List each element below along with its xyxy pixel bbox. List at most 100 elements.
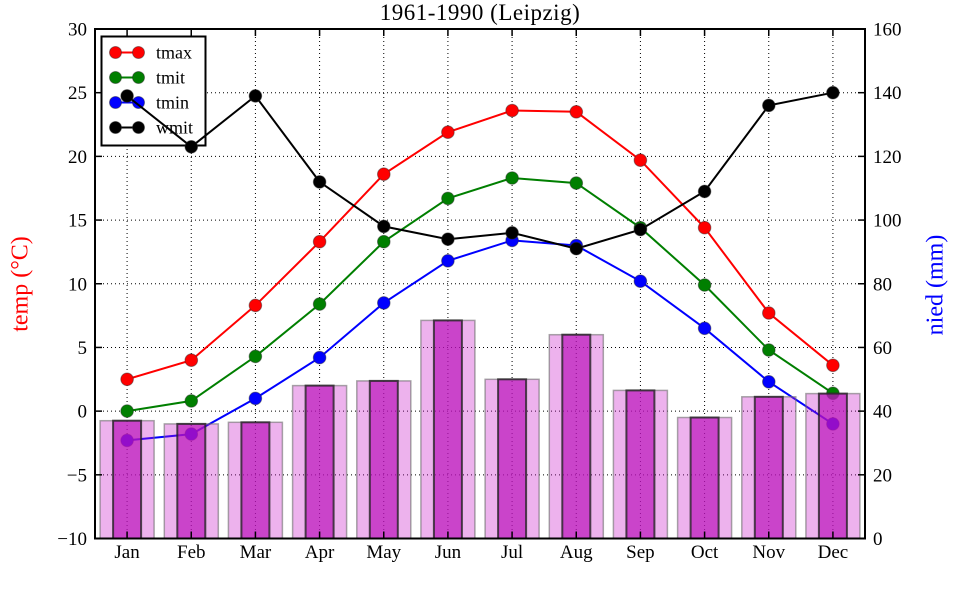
tick-labels: 30 25 20 15 10 5 0 −5 −10 160 140 120 100 80 60 40 20 0 Ja…	[57, 20, 901, 564]
marker-tmin	[248, 391, 263, 406]
marker-tmin	[312, 350, 327, 365]
marker-wmit	[312, 175, 327, 189]
marker-tmax	[633, 153, 648, 167]
month-tick-label: Aug	[560, 542, 593, 563]
tick-marks	[95, 28, 865, 540]
month-tick-label: Dec	[818, 542, 849, 563]
left-tick-label: −5	[67, 465, 87, 486]
marker-tmax	[377, 167, 391, 181]
marker-wmit	[697, 184, 712, 199]
legend-entry-wmit: wmit	[109, 118, 193, 138]
bar-dark	[432, 319, 463, 540]
bar-dark	[625, 389, 656, 540]
month-tick-label: Jun	[435, 542, 462, 563]
month-tick-label: Jan	[114, 542, 140, 563]
left-tick-label: 25	[68, 83, 87, 104]
month-tick-label: Mar	[240, 542, 272, 563]
legend-label-tmin: tmin	[156, 93, 189, 113]
right-axis-title: nied (mm)	[922, 234, 949, 336]
month-tick-label: Sep	[626, 542, 655, 563]
marker-wmit	[762, 98, 776, 113]
series-tmax	[120, 103, 840, 387]
right-tick-label: 100	[873, 211, 902, 232]
marker-tmax	[762, 306, 776, 320]
bar-dark	[304, 384, 335, 540]
left-tick-label: 5	[78, 338, 88, 359]
marker-tmin	[633, 274, 648, 289]
bar-dark	[176, 422, 207, 540]
month-tick-label: Oct	[691, 542, 719, 563]
marker-tmax	[248, 298, 263, 313]
bar-dark	[817, 392, 848, 540]
series-tmin	[120, 233, 840, 448]
marker-tmit	[569, 176, 584, 190]
marker-wmit	[569, 241, 584, 256]
marker-tmit	[697, 278, 712, 292]
month-tick-label: Apr	[305, 542, 335, 563]
marker-tmit	[505, 171, 519, 185]
marker-tmax	[120, 372, 134, 387]
marker-tmax	[441, 125, 455, 139]
left-tick-label: 10	[68, 274, 87, 295]
bar-dark	[497, 378, 528, 540]
legend-label-wmit: wmit	[156, 118, 193, 138]
series-nied-bars	[99, 319, 861, 540]
marker-tmit	[377, 234, 391, 249]
right-tick-label: 140	[873, 83, 902, 104]
month-tick-label: May	[366, 542, 401, 563]
marker-tmin	[441, 253, 455, 268]
bar-dark	[689, 416, 720, 540]
marker-tmax	[312, 234, 327, 249]
right-tick-label: 160	[873, 20, 902, 41]
marker-tmin	[762, 375, 776, 389]
left-tick-label: 15	[68, 211, 87, 232]
month-tick-label: Nov	[752, 542, 785, 563]
marker-tmin	[377, 296, 391, 310]
bar-dark	[112, 419, 143, 540]
marker-wmit	[441, 232, 455, 246]
marker-wmit	[377, 219, 391, 234]
legend: tmax tmit tmin wmit	[100, 35, 207, 147]
marker-tmit	[184, 394, 199, 408]
marker-tmin	[697, 321, 712, 336]
left-tick-label: −10	[57, 529, 87, 550]
legend-label-tmax: tmax	[156, 43, 192, 63]
right-tick-label: 60	[873, 338, 892, 359]
right-tick-label: 80	[873, 274, 892, 295]
month-tick-label: Jul	[501, 542, 523, 563]
bar-dark	[753, 395, 784, 540]
legend-label-tmit: tmit	[156, 68, 185, 88]
left-tick-label: 30	[68, 20, 87, 41]
marker-wmit	[505, 226, 519, 240]
right-tick-label: 20	[873, 465, 892, 486]
marker-wmit	[184, 140, 199, 154]
marker-wmit	[633, 222, 648, 237]
bar-dark	[561, 333, 592, 540]
series-wmit	[120, 85, 840, 256]
marker-tmit	[762, 343, 776, 357]
marker-tmax	[569, 105, 584, 119]
bar-dark	[368, 379, 399, 540]
legend-entry-tmin: tmin	[109, 93, 189, 113]
marker-tmit	[441, 191, 455, 206]
chart-title: 1961-1990 (Leipzig)	[379, 0, 581, 25]
left-tick-label: 20	[68, 147, 87, 168]
legend-entry-tmax: tmax	[109, 43, 192, 63]
marker-tmit	[120, 404, 134, 418]
series-tmit	[120, 171, 840, 418]
right-tick-label: 120	[873, 147, 902, 168]
bar-dark	[240, 421, 271, 540]
legend-entry-tmit: tmit	[109, 68, 185, 88]
marker-wmit	[248, 89, 263, 103]
right-tick-label: 0	[873, 529, 883, 550]
marker-tmax	[826, 358, 840, 373]
marker-tmax	[505, 103, 519, 118]
marker-tmax	[184, 353, 199, 368]
marker-tmax	[697, 220, 712, 235]
marker-tmit	[312, 297, 327, 311]
marker-wmit	[826, 85, 840, 100]
left-tick-label: 0	[78, 402, 88, 423]
left-axis-title: temp (°C)	[7, 236, 34, 332]
